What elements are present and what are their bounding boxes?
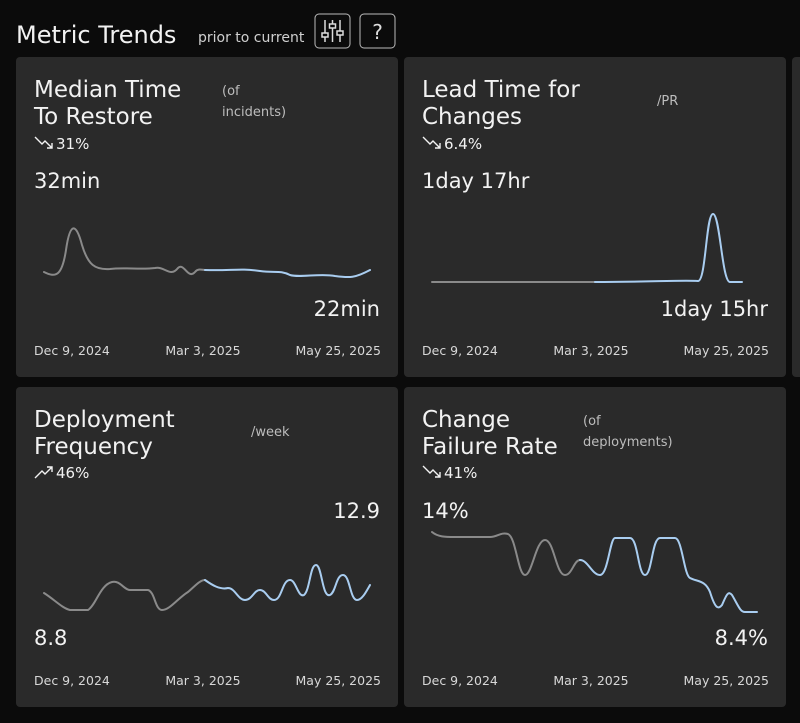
sparkline-current: [579, 537, 758, 613]
trend-down-icon: [422, 465, 441, 478]
date-label: May 25, 2025: [296, 673, 381, 688]
trend-down-icon: [422, 136, 441, 149]
card-partial: [792, 57, 800, 377]
date-label: Mar 3, 2025: [553, 343, 628, 358]
card-title: Change: [422, 407, 510, 433]
sparkline-current: [204, 268, 371, 279]
end-value: 8.4%: [715, 626, 768, 650]
card-unit: /week: [251, 425, 290, 440]
card-title: Failure Rate: [422, 434, 558, 460]
card-unit: deployments): [583, 435, 673, 450]
end-value: 8.8: [34, 626, 67, 650]
trend-up-icon: [34, 466, 53, 479]
sparkline-current: [594, 213, 743, 283]
page-title: Metric Trends: [16, 21, 176, 49]
card-title: Changes: [422, 104, 522, 130]
date-label: Mar 3, 2025: [165, 673, 240, 688]
card-title: Lead Time for: [422, 77, 580, 103]
card-title: Median Time: [34, 77, 181, 103]
date-label: May 25, 2025: [684, 673, 769, 688]
card-unit: incidents): [222, 105, 286, 120]
button-frame: [314, 13, 351, 49]
page-subtitle: prior to current: [198, 30, 305, 46]
change: 46%: [56, 464, 89, 482]
card[interactable]: [404, 57, 786, 377]
button-frame: [359, 13, 396, 49]
card-title: To Restore: [33, 104, 153, 130]
change: 41%: [444, 464, 477, 482]
date-label: Dec 9, 2024: [34, 673, 110, 688]
date-label: May 25, 2025: [684, 343, 769, 358]
date-label: May 25, 2025: [296, 343, 381, 358]
card-unit: (of: [222, 84, 240, 99]
card[interactable]: [404, 387, 786, 707]
sliders-icon: [321, 20, 344, 42]
card-unit: /PR: [657, 94, 678, 109]
date-label: Mar 3, 2025: [553, 673, 628, 688]
trend-down-icon: [34, 136, 53, 149]
filter-button[interactable]: [314, 13, 351, 49]
card-title: Frequency: [34, 434, 153, 460]
start-value: 14%: [422, 499, 469, 523]
help-button[interactable]: ?: [359, 13, 396, 49]
end-value: 1day 15hr: [661, 297, 769, 321]
sparkline-prior: [431, 531, 581, 576]
start-value: 32min: [34, 169, 100, 193]
sparkline-current: [204, 564, 371, 601]
card-unit: (of: [583, 414, 601, 429]
change: 31%: [56, 135, 89, 153]
help-label: ?: [372, 20, 383, 44]
start-value: 1day 17hr: [422, 169, 530, 193]
sparkline-prior: [43, 579, 206, 611]
sparkline-prior: [43, 227, 206, 276]
date-label: Dec 9, 2024: [422, 673, 498, 688]
card-title: Deployment: [34, 407, 175, 433]
end-value: 22min: [314, 297, 380, 321]
change: 6.4%: [444, 135, 482, 153]
date-label: Mar 3, 2025: [165, 343, 240, 358]
card[interactable]: [16, 57, 398, 377]
card[interactable]: [16, 387, 398, 707]
start-value: 12.9: [333, 499, 380, 523]
date-label: Dec 9, 2024: [34, 343, 110, 358]
date-label: Dec 9, 2024: [422, 343, 498, 358]
